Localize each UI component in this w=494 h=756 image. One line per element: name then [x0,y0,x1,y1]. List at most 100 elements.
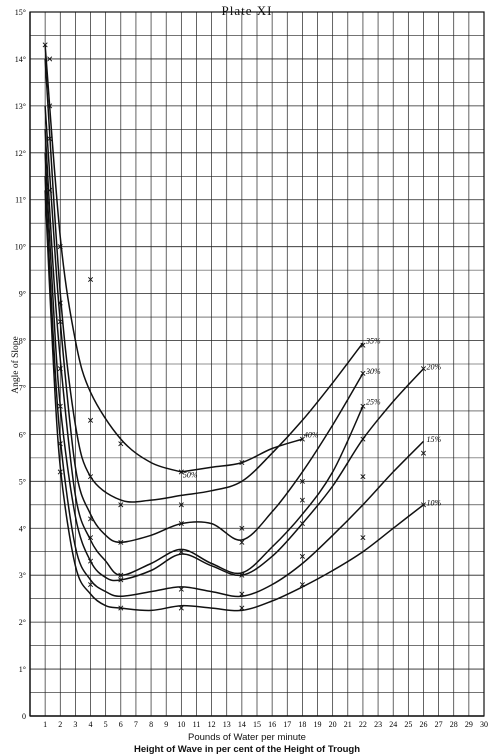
data-point-marker [57,469,63,475]
data-point-marker [57,244,63,250]
x-tick-label: 5 [104,720,108,729]
data-point-marker [420,450,426,456]
x-tick-label: 23 [374,720,382,729]
x-tick-label: 1 [43,720,47,729]
x-tick-label: 8 [149,720,153,729]
y-tick-label: 11° [15,196,26,205]
data-point-marker [178,521,184,527]
data-point-marker [299,478,305,484]
data-point-marker [420,502,426,508]
x-tick-label: 15 [253,720,261,729]
data-point-marker [88,516,94,522]
x-tick-label: 27 [435,720,443,729]
y-tick-label: 14° [15,55,26,64]
x-tick-label: 29 [465,720,473,729]
y-tick-label: 13° [15,102,26,111]
data-point-marker [360,436,366,442]
data-point-marker [239,605,245,611]
y-tick-label: 4° [19,524,26,533]
x-tick-label: 3 [73,720,77,729]
x-tick-label: 6 [119,720,123,729]
y-tick-label: 7° [19,383,26,392]
x-tick-label: 12 [208,720,216,729]
series-line-35pct [44,58,364,503]
data-point-marker [239,460,245,466]
data-point-marker [360,342,366,348]
x-tick-label: 4 [89,720,93,729]
series-label: 25% [366,398,381,407]
x-tick-label: 25 [404,720,412,729]
data-point-marker [299,497,305,503]
y-tick-label: 9° [19,290,26,299]
x-tick-label: 24 [389,720,397,729]
x-tick-label: 28 [450,720,458,729]
data-point-marker [47,136,53,142]
data-point-marker [299,521,305,527]
data-point-marker [57,366,63,372]
y-axis-label: Angle of Slope [11,336,21,394]
y-tick-label: 8° [19,337,26,346]
x-tick-label: 18 [298,720,306,729]
y-tick-label: 10° [15,243,26,252]
y-tick-label: 12° [15,149,26,158]
data-point-marker [178,502,184,508]
series-line-50pct [44,44,182,473]
data-point-marker [420,366,426,372]
y-tick-label: 1° [19,665,26,674]
plate-title: Plate XI [221,3,273,18]
y-tick-label: 6° [19,430,26,439]
data-point-marker [178,586,184,592]
data-point-marker [88,474,94,480]
data-point-marker [239,572,245,578]
x-tick-label: 30 [480,720,488,729]
series-label: 35% [365,337,381,346]
x-tick-label: 26 [419,720,427,729]
series-label: 15% [426,435,441,444]
x-tick-label: 13 [223,720,231,729]
y-tick-label: 2° [19,618,26,627]
series-label: 20% [426,362,441,371]
data-point-marker [118,502,124,508]
data-point-marker [360,370,366,376]
data-point-marker [118,539,124,545]
series-label: 10% [426,498,441,507]
data-point-marker [239,591,245,597]
data-point-marker [299,436,305,442]
series-line-25pct [44,129,364,576]
x-tick-label: 10 [177,720,185,729]
x-tick-label: 17 [283,720,291,729]
data-point-marker [57,441,63,447]
data-point-marker [299,553,305,559]
data-point-marker [57,319,63,325]
data-point-marker [88,535,94,541]
x-axis-label: Pounds of Water per minute [188,732,306,743]
x-tick-label: 14 [238,720,246,729]
data-point-marker [239,525,245,531]
data-point-marker [57,300,63,306]
data-point-marker [118,572,124,578]
x-tick-label: 7 [134,720,138,729]
x-tick-label: 21 [344,720,352,729]
y-tick-label: 15° [15,8,26,17]
data-point-marker [88,277,94,283]
x-tick-label: 22 [359,720,367,729]
data-point-marker [360,474,366,480]
chart-subtitle: Height of Wave in per cent of the Height… [133,744,361,755]
x-tick-label: 19 [314,720,322,729]
y-tick-label: 5° [19,477,26,486]
data-point-marker [47,187,53,193]
data-point-marker [299,582,305,588]
x-tick-label: 16 [268,720,276,729]
data-point-marker [57,403,63,409]
data-point-marker [360,403,366,409]
data-point-marker [239,539,245,545]
series-line-10pct [44,190,424,612]
series-label: 30% [365,367,381,376]
y-tick-label: 3° [19,571,26,580]
x-tick-label: 9 [164,720,168,729]
series-line-15pct [44,176,425,598]
data-point-marker [178,549,184,555]
data-point-marker [47,56,53,62]
x-tick-label: 20 [329,720,337,729]
